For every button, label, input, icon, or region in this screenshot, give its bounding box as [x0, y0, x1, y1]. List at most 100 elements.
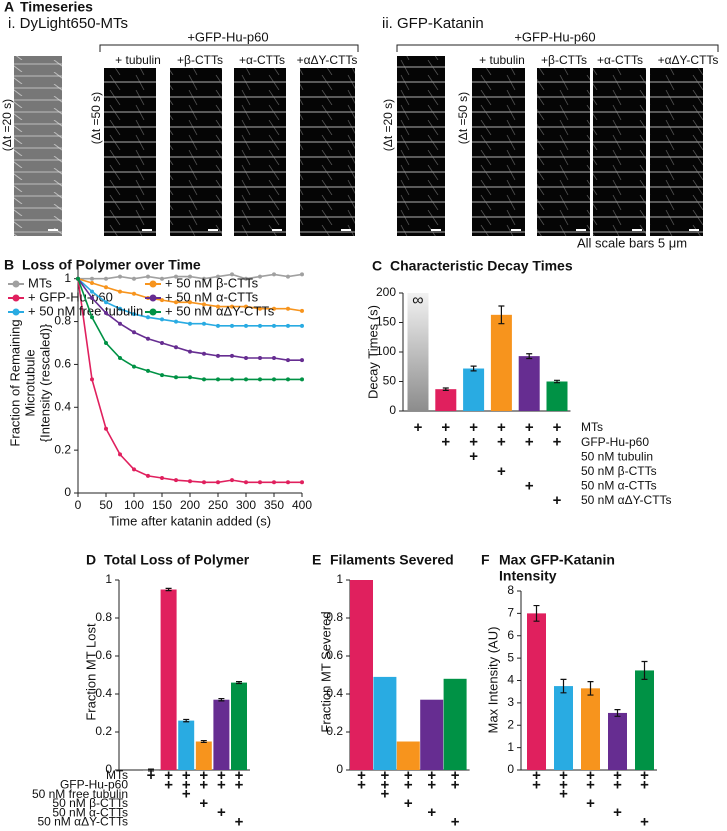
panel-letter: A — [4, 0, 14, 15]
condition-label: +α-CTTs — [597, 53, 643, 67]
data-point — [244, 480, 248, 485]
bar — [396, 741, 420, 770]
y-tick-label: 0.6 — [326, 648, 343, 662]
condition-mark: + — [235, 767, 244, 784]
x-tick-label: 350 — [264, 498, 284, 512]
y-tick-label: 3 — [507, 695, 514, 709]
kymograph — [170, 68, 222, 236]
y-tick-label: 150 — [376, 315, 396, 329]
data-point — [272, 323, 276, 328]
bracket — [99, 44, 359, 52]
data-point — [300, 272, 304, 277]
data-point — [174, 478, 178, 483]
data-point — [216, 353, 220, 358]
data-point — [174, 375, 178, 380]
bar — [178, 720, 195, 770]
data-point — [76, 276, 80, 281]
panel-letter: E — [312, 552, 321, 568]
y-tick-label: 0.4 — [54, 399, 71, 413]
data-point — [244, 323, 248, 328]
kymograph — [593, 68, 646, 236]
y-tick-label: 0.8 — [326, 610, 343, 624]
data-point — [258, 274, 262, 279]
y-tick-label: 0.6 — [95, 648, 112, 662]
condition-label: 50 nM αΔY-CTTs — [581, 493, 672, 507]
y-tick-label: 50 — [383, 374, 397, 388]
interval-label: (Δt =20 s) — [381, 99, 395, 151]
data-point — [90, 276, 94, 281]
condition-mark: + — [553, 419, 562, 436]
condition-mark: + — [427, 804, 436, 821]
data-point — [258, 323, 262, 328]
legend-marker — [12, 294, 20, 302]
data-point — [160, 476, 164, 480]
data-point — [230, 353, 234, 358]
error-bar — [498, 305, 505, 325]
bar — [635, 670, 654, 770]
kymograph — [104, 68, 156, 236]
panel-title: Timeseries — [20, 0, 93, 15]
bar — [435, 389, 457, 411]
data-point — [286, 480, 290, 485]
data-point — [202, 351, 206, 356]
data-point — [244, 377, 248, 382]
data-point — [286, 323, 290, 328]
error-bar — [641, 660, 648, 680]
data-point — [202, 480, 206, 485]
condition-mark: + — [640, 776, 649, 793]
data-point — [286, 358, 290, 363]
condition-mark: + — [427, 776, 436, 793]
bar — [527, 613, 546, 770]
condition-mark: + — [381, 767, 390, 784]
y-tick-label: 6 — [507, 628, 514, 642]
data-point — [174, 319, 178, 324]
data-point — [258, 377, 262, 382]
condition-mark: + — [586, 767, 595, 784]
data-point — [258, 306, 262, 311]
legend-label: + 50 nM β-CTTs — [165, 275, 259, 290]
bar — [518, 356, 540, 411]
data-point — [188, 300, 192, 305]
y-tick-label: 0 — [507, 762, 514, 776]
data-point — [272, 480, 276, 485]
data-point — [216, 377, 220, 382]
interval-label: (Δt =50 s) — [89, 92, 103, 144]
data-point — [230, 272, 234, 277]
condition-mark: + — [235, 776, 244, 793]
y-tick-label: 4 — [507, 673, 514, 687]
data-point — [90, 289, 94, 294]
condition-mark: + — [497, 463, 506, 480]
data-point — [90, 377, 94, 382]
legend-label: MTs — [28, 275, 52, 290]
interval-label: (Δt =50 s) — [456, 92, 470, 144]
error-bar — [533, 604, 540, 622]
data-point — [132, 467, 136, 472]
y-tick-label: 5 — [507, 650, 514, 664]
data-point — [216, 323, 220, 328]
condition-label: 50 nM β-CTTs — [581, 464, 657, 478]
bar — [195, 741, 212, 770]
condition-mark: + — [381, 786, 390, 803]
data-point — [300, 358, 304, 363]
condition-label: +αΔY-CTTs — [658, 53, 719, 67]
x-axis-label: Time after katanin added (s) — [109, 513, 271, 528]
condition-mark: + — [182, 767, 191, 784]
condition-mark: + — [640, 767, 649, 784]
data-point — [272, 377, 276, 382]
condition-mark: + — [586, 776, 595, 793]
y-tick-label: 100 — [376, 344, 396, 358]
y-tick-label: 200 — [376, 285, 396, 299]
data-point — [202, 276, 206, 281]
error-bar — [587, 681, 594, 696]
condition-mark: + — [553, 434, 562, 451]
y-tick-label: 0 — [105, 762, 112, 776]
group-label: +GFP-Hu-p60 — [187, 29, 268, 44]
data-point — [300, 308, 304, 313]
condition-mark: + — [532, 767, 541, 784]
y-tick-label: 1 — [64, 271, 71, 285]
condition-mark: + — [414, 419, 423, 436]
data-point — [104, 285, 108, 290]
bar — [350, 580, 373, 770]
condition-mark: + — [613, 776, 622, 793]
error-bar — [442, 387, 449, 391]
